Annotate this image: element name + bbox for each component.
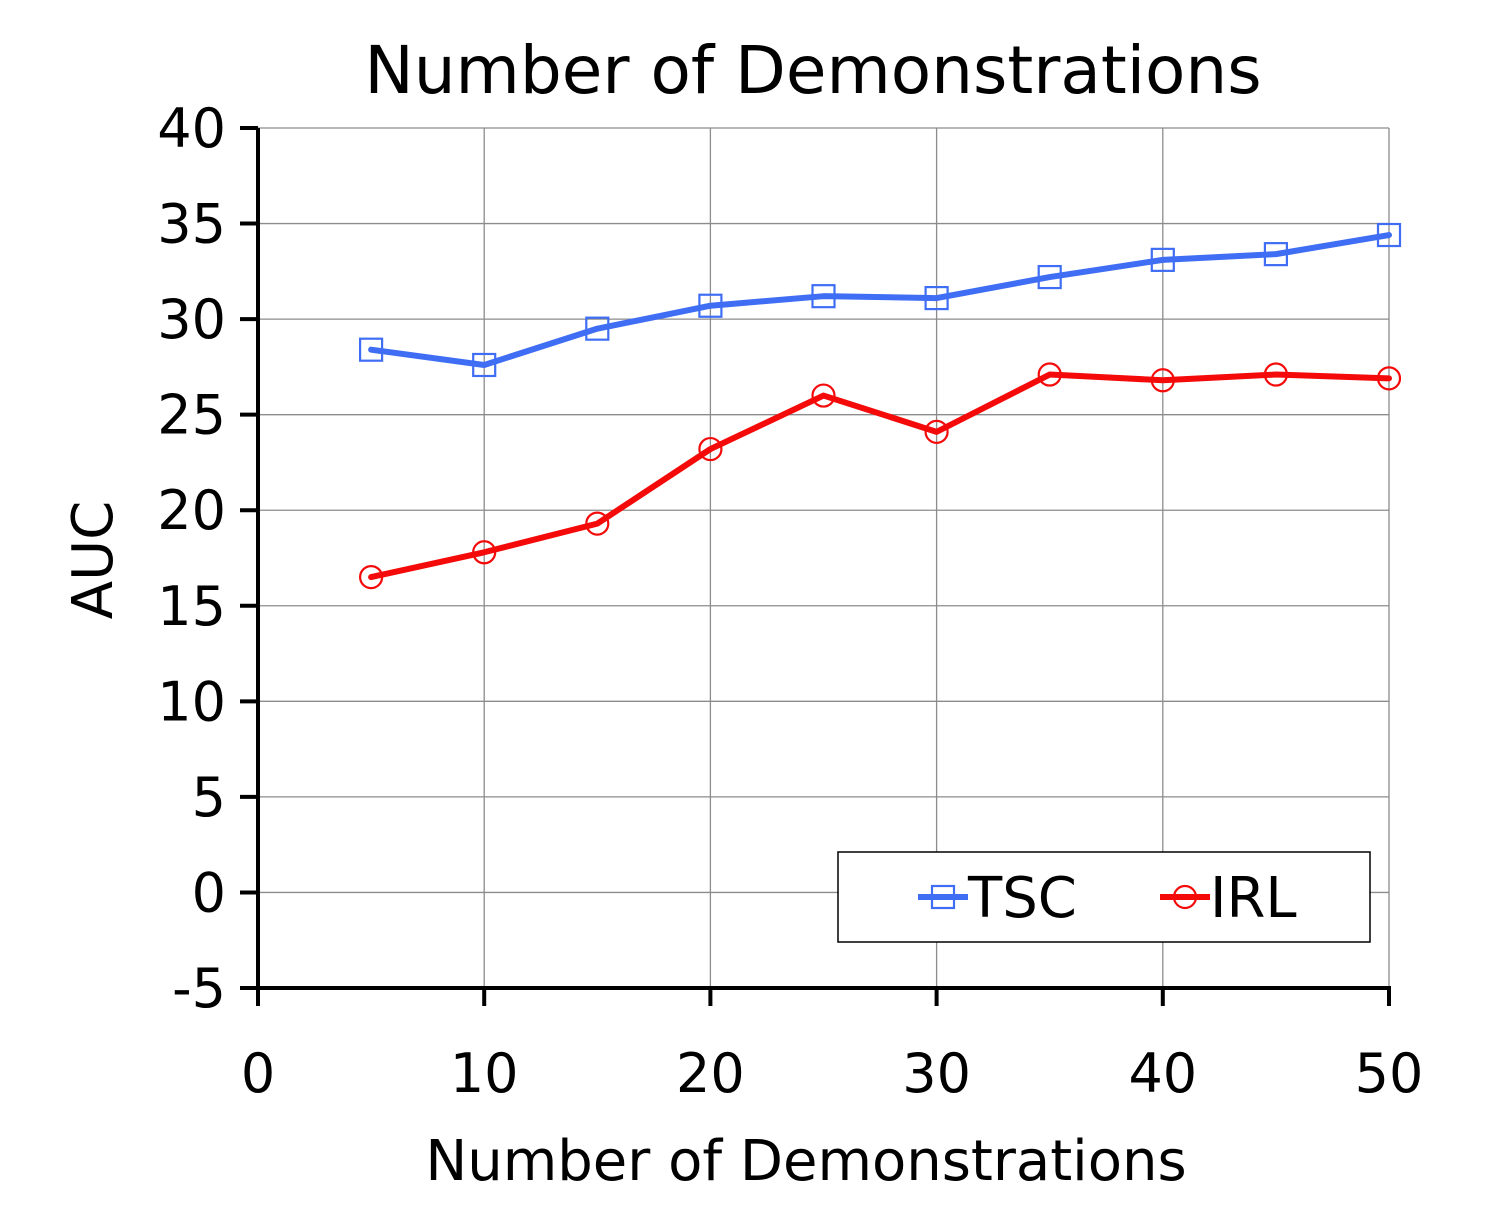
x-tick-label: 0: [241, 1042, 275, 1105]
data-point-tsc: [359, 337, 384, 362]
y-tick-label: 15: [157, 575, 226, 638]
x-tick-label: 50: [1355, 1042, 1424, 1105]
x-axis-label: Number of Demonstrations: [425, 1129, 1186, 1194]
legend: TSC IRL: [837, 851, 1371, 943]
x-axis-ticks: 0 10 20 30 40 50: [241, 988, 1424, 1105]
axes: [256, 128, 1391, 990]
data-point-tsc: [698, 293, 723, 318]
series-tsc: [359, 222, 1402, 378]
y-tick-label: 10: [157, 670, 226, 733]
legend-marker-irl: [1172, 884, 1198, 910]
y-tick-label: 20: [157, 479, 226, 542]
x-tick-label: 40: [1128, 1042, 1197, 1105]
data-point-tsc: [1037, 264, 1062, 290]
gridlines: [258, 127, 1390, 988]
data-point-tsc: [1376, 222, 1402, 248]
data-point-irl: [1263, 362, 1289, 387]
data-point-irl: [698, 436, 723, 462]
y-tick-label: 5: [192, 766, 226, 829]
data-point-tsc: [924, 285, 949, 311]
data-point-tsc: [1263, 242, 1289, 267]
x-tick-label: 20: [676, 1042, 745, 1105]
data-point-irl: [1150, 368, 1175, 393]
y-tick-label: 30: [157, 288, 226, 351]
data-series: [359, 222, 1402, 590]
data-point-irl: [359, 565, 384, 590]
data-point-tsc: [811, 284, 836, 309]
data-point-tsc: [585, 316, 610, 341]
x-tick-label: 30: [902, 1042, 971, 1105]
data-point-irl: [472, 540, 497, 565]
legend-label-irl: IRL: [1210, 866, 1297, 931]
series-irl: [359, 362, 1402, 590]
y-tick-label: 25: [157, 384, 226, 447]
x-tick-label: 10: [450, 1042, 519, 1105]
y-tick-label: 40: [157, 97, 226, 160]
data-point-irl: [924, 419, 949, 444]
legend-label-tsc: TSC: [967, 866, 1077, 931]
y-tick-label: 35: [157, 193, 226, 256]
data-point-tsc: [1150, 247, 1175, 272]
series-line-irl: [368, 371, 1392, 581]
series-line-tsc: [368, 232, 1392, 368]
data-point-irl: [1037, 362, 1062, 387]
data-point-tsc: [472, 352, 497, 378]
data-point-irl: [585, 511, 610, 536]
chart-title: Number of Demonstrations: [364, 32, 1261, 109]
y-axis-ticks: -5 0 5 10 15 20 25 30 35 40: [157, 97, 258, 1020]
legend-marker-tsc: [930, 884, 956, 910]
data-point-irl: [1376, 366, 1402, 391]
y-tick-label: -5: [172, 957, 226, 1020]
y-axis-label: AUC: [61, 501, 126, 619]
data-point-irl: [811, 383, 836, 408]
y-tick-label: 0: [192, 861, 226, 924]
